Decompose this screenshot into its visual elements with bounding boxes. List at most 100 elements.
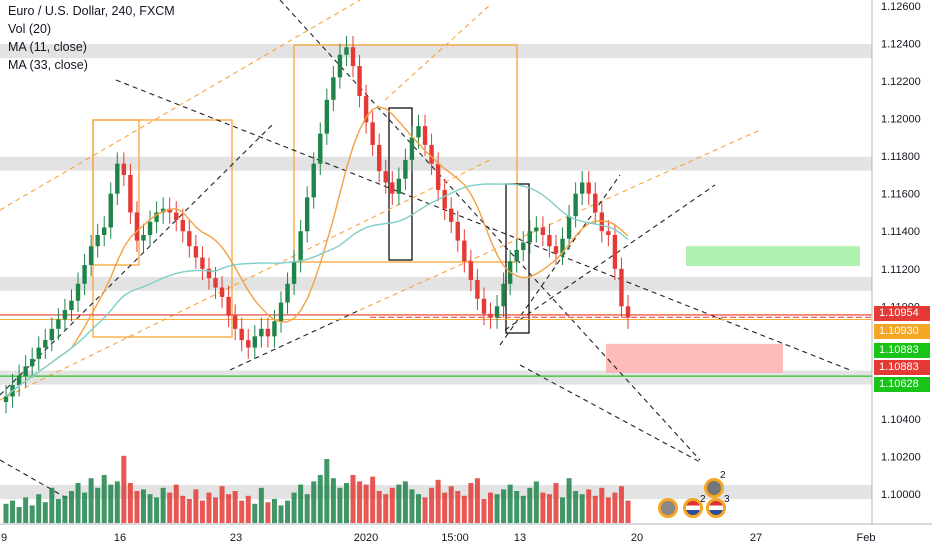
- candle-body: [573, 193, 578, 217]
- volume-bar: [435, 479, 441, 523]
- volume-bar: [560, 497, 566, 523]
- candle-body: [95, 234, 100, 247]
- candle-body: [606, 231, 611, 235]
- candle-body: [187, 231, 192, 247]
- volume-bar: [82, 492, 88, 523]
- candle-body: [396, 178, 402, 194]
- candle-body: [383, 171, 388, 183]
- volume-bar: [520, 495, 526, 523]
- candle-body: [331, 77, 336, 100]
- volume-bar: [625, 500, 631, 523]
- candle-body: [193, 246, 199, 258]
- candle-body: [180, 219, 185, 232]
- flag-badge-count: 2: [700, 494, 706, 505]
- volume-bar: [592, 495, 598, 523]
- price-axis-bg: [872, 0, 932, 550]
- trend-line-6: [0, 159, 491, 401]
- x-tick-label: 16: [114, 532, 126, 544]
- x-tick-label: 20: [631, 532, 643, 544]
- eu-flag-badge-icon[interactable]: [706, 498, 726, 518]
- y-tick-label: 1.12400: [881, 39, 921, 51]
- candle-body: [494, 306, 500, 318]
- candle-body: [3, 396, 9, 403]
- y-tick-label: 1.12200: [881, 76, 921, 88]
- candle-body: [200, 257, 205, 269]
- volume-bar: [193, 489, 199, 523]
- ma-fast-label[interactable]: MA (11, close): [8, 40, 87, 54]
- volume-bar: [442, 492, 448, 523]
- candle-body: [442, 189, 447, 209]
- event-badge-count: 2: [720, 470, 726, 481]
- candle-body: [23, 366, 28, 376]
- candle-body: [422, 126, 428, 145]
- y-tick-label: 1.10400: [881, 414, 921, 426]
- candle-body: [416, 126, 421, 138]
- candle-body: [134, 212, 140, 241]
- candle-body: [403, 159, 408, 179]
- candle-body: [141, 234, 146, 241]
- y-tick-label: 1.12600: [881, 1, 921, 13]
- volume-bar: [494, 494, 500, 523]
- candle-body: [579, 182, 585, 194]
- x-tick-label: 23: [230, 532, 242, 544]
- support-band-0: [0, 44, 872, 59]
- volume-bar: [62, 495, 68, 523]
- candle-body: [252, 336, 257, 348]
- volume-bar: [317, 475, 323, 523]
- volume-bar: [23, 497, 29, 523]
- trend-line-3: [0, 459, 71, 501]
- event-badge-icon[interactable]: [704, 478, 724, 498]
- candle-body: [357, 66, 362, 97]
- price-label-4: 1.10628: [874, 377, 930, 392]
- volume-bar: [383, 494, 389, 523]
- y-tick-label: 1.11800: [881, 151, 920, 163]
- volume-bar: [147, 494, 153, 523]
- volume-bar: [422, 497, 428, 523]
- volume-bar: [258, 487, 264, 523]
- zone-green: [686, 246, 860, 266]
- candle-body: [527, 231, 532, 243]
- volume-bar: [219, 486, 225, 523]
- candle-body: [593, 193, 598, 213]
- candle-body: [468, 261, 474, 281]
- candle-body: [449, 208, 454, 222]
- us-flag-badge-icon[interactable]: [683, 498, 703, 518]
- volume-bar: [265, 502, 271, 523]
- calendar-badge-icon[interactable]: [658, 498, 678, 518]
- candle-body: [363, 96, 369, 123]
- volume-indicator-label[interactable]: Vol (20): [8, 22, 52, 36]
- volume-bar: [121, 455, 127, 523]
- ma-slow-line: [5, 183, 629, 397]
- ma-slow-label[interactable]: MA (33, close): [8, 58, 88, 72]
- candle-body: [154, 212, 159, 222]
- price-label-0: 1.10954: [874, 306, 930, 321]
- candle-body: [82, 265, 87, 284]
- volume-bar: [311, 481, 317, 523]
- volume-bar: [337, 487, 343, 523]
- y-tick-label: 1.10000: [881, 489, 921, 501]
- volume-bar: [16, 507, 22, 523]
- volume-bar: [101, 475, 107, 523]
- candle-body: [350, 47, 356, 67]
- candle-body: [409, 137, 415, 160]
- price-label-3: 1.10883: [874, 360, 930, 375]
- volume-bar: [474, 478, 480, 523]
- range-box-0: [92, 119, 233, 338]
- candle-body: [344, 47, 349, 55]
- channel-line-upper: [0, 0, 361, 211]
- candle-body: [566, 216, 572, 239]
- candle-body: [115, 163, 120, 194]
- candle-body: [560, 238, 565, 254]
- volume-bar: [586, 489, 592, 523]
- volume-bar: [540, 492, 546, 523]
- candle-body: [612, 234, 618, 269]
- price-label-2: 1.10883: [874, 343, 930, 358]
- volume-bar: [488, 492, 494, 523]
- volume-bar: [363, 484, 369, 523]
- symbol-title[interactable]: Euro / U.S. Dollar, 240, FXCM: [8, 4, 175, 18]
- ma-fast-line: [5, 106, 629, 397]
- candle-body: [488, 313, 493, 318]
- candle-body: [337, 54, 343, 78]
- volume-bar: [573, 491, 579, 523]
